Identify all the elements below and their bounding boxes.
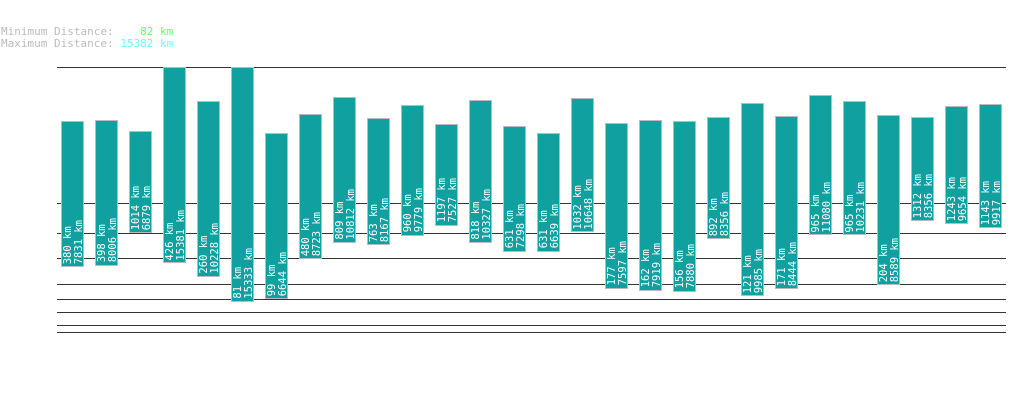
range-bar-label: 81 km 15333 km [232,248,255,299]
range-bar-label: 1197 km 7527 km [436,178,459,223]
range-bar: 480 km 8723 km [299,113,323,259]
range-bar: 809 km 10812 km [333,96,357,243]
range-bar: 892 km 8356 km [707,116,731,239]
range-bar: 965 km 10231 km [843,100,867,236]
range-bar: 398 km 8006 km [95,119,119,266]
min-distance-label: Minimum Distance: [1,25,114,38]
min-distance-row: Minimum Distance: 82 km [1,26,173,37]
range-bar: 631 km 6639 km [537,133,561,252]
range-bar: 81 km 15333 km [231,67,255,302]
gridline [57,325,1006,326]
range-bar-label: 960 km 9779 km [402,188,425,233]
range-bar-label: 177 km 7597 km [606,241,629,286]
range-bar-label: 260 km 10228 km [198,223,221,274]
gridline [57,332,1006,333]
range-bar: 177 km 7597 km [605,123,629,289]
range-bar-label: 162 km 7919 km [640,243,663,288]
range-bar: 1014 km 6879 km [129,130,153,233]
min-distance-value: 82 km [140,25,174,38]
range-bar-label: 965 km 11080 km [810,181,833,233]
range-bar: 965 km 11080 km [809,95,833,236]
range-bar: 1032 km 10648 km [571,98,595,233]
range-bar-label: 631 km 6639 km [538,204,561,249]
range-bar-label: 121 km 9985 km [742,249,765,294]
range-bar: 171 km 8444 km [775,115,799,290]
range-bar-label: 965 km 10231 km [844,181,867,233]
range-bar-label: 1312 km 8356 km [912,173,935,218]
range-bar-label: 1143 km 9917 km [980,180,1003,225]
range-bar: 204 km 8589 km [877,114,901,285]
range-bar: 121 km 9985 km [741,103,765,297]
range-bar-label: 1243 km 9654 km [946,176,969,221]
range-bar-label: 809 km 10812 km [334,189,357,240]
range-bar: 1143 km 9917 km [979,103,1003,228]
range-bar: 162 km 7919 km [639,120,663,291]
range-bar: 818 km 10327 km [469,100,493,243]
range-bar: 380 km 7831 km [61,121,85,268]
range-bar-label: 631 km 7298 km [504,204,527,249]
range-bar-label: 818 km 10327 km [470,188,493,240]
gridline [57,284,1006,285]
gridline [57,312,1006,313]
range-bar-label: 398 km 8006 km [96,218,119,263]
range-bar-label: 480 km 8723 km [300,211,323,256]
max-distance-row: Maximum Distance: 15382 km [1,38,173,49]
gridline [57,233,1006,234]
range-bar: 1243 km 9654 km [945,105,969,224]
range-bar-label: 1032 km 10648 km [572,178,595,230]
range-bar: 426 km 15381 km [163,67,187,264]
gridline [57,67,1006,68]
range-bar: 156 km 7880 km [673,120,697,292]
gridline [57,258,1006,259]
range-bar-label: 892 km 8356 km [708,191,731,236]
range-bar: 1197 km 7527 km [435,124,459,226]
range-bar: 99 km 6644 km [265,133,289,300]
range-bar-label: 204 km 8589 km [878,237,901,282]
max-distance-value: 15382 km [120,37,174,50]
range-bar: 1312 km 8356 km [911,116,935,221]
range-bar-label: 763 km 8167 km [368,197,391,243]
max-distance-label: Maximum Distance: [1,37,114,50]
range-bar-label: 156 km 7880 km [674,244,697,289]
range-bar-label: 99 km 6644 km [266,252,289,297]
range-bar: 260 km 10228 km [197,101,221,277]
range-bar-label: 380 km 7831 km [62,219,85,265]
range-bar-label: 171 km 8444 km [776,242,799,287]
gridline [57,203,1006,204]
range-bar-label: 1014 km 6879 km [130,185,153,230]
range-bar: 631 km 7298 km [503,126,527,252]
range-bar: 960 km 9779 km [401,104,425,236]
range-bar: 763 km 8167 km [367,118,391,246]
range-bar-label: 426 km 15381 km [164,209,187,261]
gridline [57,299,1006,300]
